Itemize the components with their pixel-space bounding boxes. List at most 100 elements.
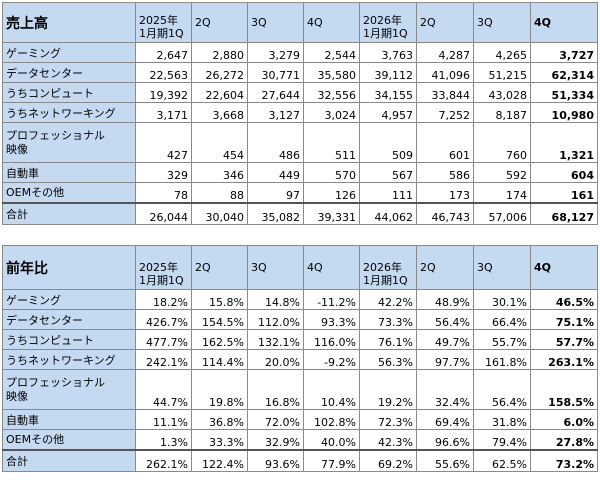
table-cell: 3,171 bbox=[135, 102, 192, 123]
row-label: うちネットワーキング bbox=[2, 349, 136, 370]
table-row: うちネットワーキング 242.1% 114.4% 20.0% -9.2% 56.3% 97.… bbox=[2, 349, 598, 370]
row-label: うちコンピュート bbox=[2, 329, 136, 350]
table-cell: 69.2% bbox=[359, 448, 417, 472]
table-cell: 57.7% bbox=[530, 329, 598, 350]
column-header-line2: 1月期1Q bbox=[139, 27, 184, 40]
table-cell: 56.3% bbox=[359, 349, 417, 370]
table-cell: 30,040 bbox=[191, 201, 248, 225]
table-cell: 16.8% bbox=[247, 369, 304, 410]
table-cell: 62.5% bbox=[473, 448, 531, 472]
table-cell: 477.7% bbox=[135, 329, 192, 350]
table-cell: 116.0% bbox=[303, 329, 360, 350]
table-cell: 173 bbox=[416, 182, 474, 203]
table-cell: 30,771 bbox=[247, 62, 304, 83]
table-cell: 51,334 bbox=[530, 82, 598, 103]
table-cell: 56.4% bbox=[416, 309, 474, 330]
table-cell: 20.0% bbox=[247, 349, 304, 370]
table-cell: 427 bbox=[135, 122, 192, 163]
table-cell: 26,272 bbox=[191, 62, 248, 83]
row-label: プロフェッショナル 映像 bbox=[2, 122, 136, 163]
row-label-line2: 映像 bbox=[6, 142, 28, 156]
table-cell: 27,644 bbox=[247, 82, 304, 103]
table-cell: 19.8% bbox=[191, 369, 248, 410]
row-label: データセンター bbox=[2, 309, 136, 330]
table-cell: 62,314 bbox=[530, 62, 598, 83]
table-cell: 19.2% bbox=[359, 369, 417, 410]
table-cell: 102.8% bbox=[303, 409, 360, 430]
row-label: ゲーミング bbox=[2, 289, 136, 310]
row-label-line1: プロフェッショナル bbox=[6, 375, 105, 389]
table-cell: 22,563 bbox=[135, 62, 192, 83]
table-cell: 79.4% bbox=[473, 429, 531, 450]
table-cell: 132.1% bbox=[247, 329, 304, 350]
table-cell: 10.4% bbox=[303, 369, 360, 410]
sales-table: 売上高 2025年 1月期1Q 2Q 3Q 4Q 2026年 1月期1Q 2Q 3Q 4Q ゲーミング… bbox=[2, 2, 598, 225]
table-row: プロフェッショナル 映像 44.7% 19.8% 16.8% 10.4% 19.2% 32.4… bbox=[2, 369, 598, 410]
table-cell: 586 bbox=[416, 162, 474, 183]
table-cell: 72.0% bbox=[247, 409, 304, 430]
table-cell: 34,155 bbox=[359, 82, 417, 103]
row-label: うちネットワーキング bbox=[2, 102, 136, 123]
column-header: 2026年 1月期1Q bbox=[359, 2, 417, 43]
row-label: 自動車 bbox=[2, 162, 136, 183]
table-cell: 42.3% bbox=[359, 429, 417, 450]
row-label-line1: プロフェッショナル bbox=[6, 128, 105, 142]
table-cell: 22,604 bbox=[191, 82, 248, 103]
table-row: ゲーミング 2,647 2,880 3,279 2,544 3,763 4,287 4,265… bbox=[2, 42, 598, 63]
row-label-line2: 映像 bbox=[6, 389, 28, 403]
total-row: 合計 262.1% 122.4% 93.6% 77.9% 69.2% 55.6% 62.5% 7… bbox=[2, 448, 598, 472]
table-cell: 509 bbox=[359, 122, 417, 163]
table-cell: 97 bbox=[247, 182, 304, 203]
table-cell: 51,215 bbox=[473, 62, 531, 83]
table-cell: 19,392 bbox=[135, 82, 192, 103]
table-cell: 66.4% bbox=[473, 309, 531, 330]
yoy-table: 前年比 2025年 1月期1Q 2Q 3Q 4Q 2026年 1月期1Q 2Q 3Q 4Q ゲーミング… bbox=[2, 245, 598, 472]
table-cell: 1.3% bbox=[135, 429, 192, 450]
row-label: データセンター bbox=[2, 62, 136, 83]
table-cell: 570 bbox=[303, 162, 360, 183]
column-header: 2Q bbox=[191, 245, 248, 290]
row-label: 自動車 bbox=[2, 409, 136, 430]
table-cell: 97.7% bbox=[416, 349, 474, 370]
table-cell: 263.1% bbox=[530, 349, 598, 370]
column-header-line1: 2026年 bbox=[363, 261, 402, 274]
header-row: 前年比 2025年 1月期1Q 2Q 3Q 4Q 2026年 1月期1Q 2Q 3Q 4Q bbox=[2, 245, 598, 290]
column-header-line2: 1月期1Q bbox=[363, 27, 408, 40]
column-header: 2025年 1月期1Q bbox=[135, 2, 192, 43]
table-cell: 55.6% bbox=[416, 448, 474, 472]
column-header: 4Q bbox=[303, 2, 360, 43]
table-cell: 454 bbox=[191, 122, 248, 163]
table-row: データセンター 22,563 26,272 30,771 35,580 39,112 41,… bbox=[2, 62, 598, 83]
table-cell: 11.1% bbox=[135, 409, 192, 430]
table-cell: 26,044 bbox=[135, 201, 192, 225]
table-cell: 3,668 bbox=[191, 102, 248, 123]
table-cell: 32.9% bbox=[247, 429, 304, 450]
column-header: 2025年 1月期1Q bbox=[135, 245, 192, 290]
row-label: OEMその他 bbox=[2, 182, 136, 203]
table-row: OEMその他 78 88 97 126 111 173 174 161 bbox=[2, 182, 598, 203]
table-cell: 3,024 bbox=[303, 102, 360, 123]
table-row: ゲーミング 18.2% 15.8% 14.8% -11.2% 42.2% 48.9% 30.1… bbox=[2, 289, 598, 310]
column-header-line1: 2025年 bbox=[139, 14, 178, 27]
table-cell: 262.1% bbox=[135, 448, 192, 472]
table-row: うちネットワーキング 3,171 3,668 3,127 3,024 4,957 7,252… bbox=[2, 102, 598, 123]
table-cell: 68,127 bbox=[530, 201, 598, 225]
table-cell: 88 bbox=[191, 182, 248, 203]
table-cell: 40.0% bbox=[303, 429, 360, 450]
column-header: 3Q bbox=[247, 2, 304, 43]
table-cell: 760 bbox=[473, 122, 531, 163]
table-cell: 39,112 bbox=[359, 62, 417, 83]
table-row: OEMその他 1.3% 33.3% 32.9% 40.0% 42.3% 96.6% 79.4%… bbox=[2, 429, 598, 450]
table-cell: 7,252 bbox=[416, 102, 474, 123]
table-cell: 96.6% bbox=[416, 429, 474, 450]
table-cell: 48.9% bbox=[416, 289, 474, 310]
table-cell: 73.2% bbox=[530, 448, 598, 472]
table-cell: 426.7% bbox=[135, 309, 192, 330]
column-header: 4Q bbox=[530, 245, 598, 290]
table-cell: 6.0% bbox=[530, 409, 598, 430]
table-cell: 2,544 bbox=[303, 42, 360, 63]
table-cell: 3,763 bbox=[359, 42, 417, 63]
column-header: 3Q bbox=[247, 245, 304, 290]
table-cell: 567 bbox=[359, 162, 417, 183]
column-header: 2026年 1月期1Q bbox=[359, 245, 417, 290]
